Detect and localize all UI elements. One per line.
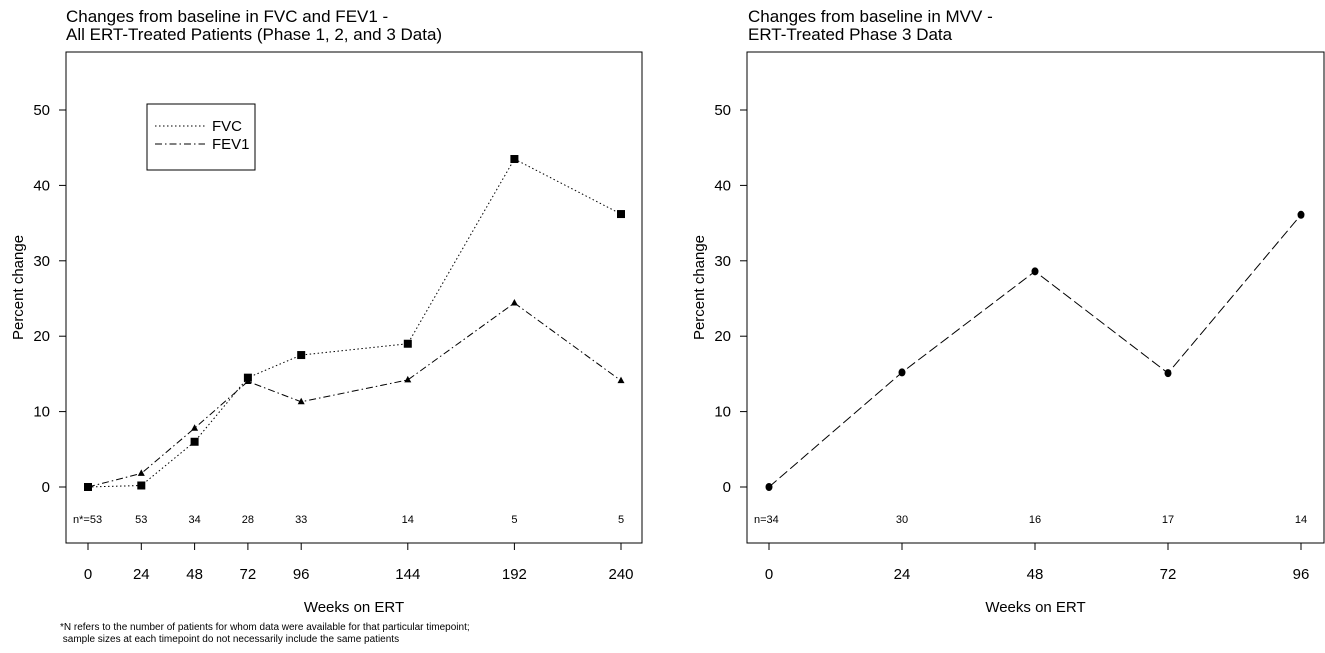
- chart2-x-tick-label: 24: [894, 566, 911, 583]
- chart2-y-tick-label: 40: [714, 177, 731, 194]
- chart1-x-tick-label: 24: [133, 566, 150, 583]
- chart1-x-tick-label: 0: [84, 566, 92, 583]
- chart1-n-label: 14: [402, 514, 414, 526]
- chart1-plot-frame: [65, 51, 643, 544]
- chart1-n-label: 53: [135, 514, 147, 526]
- chart2-n-label: 30: [896, 514, 908, 526]
- chart1-y-tick-label: 20: [33, 328, 50, 345]
- chart1-n-label: n*=53: [73, 514, 102, 526]
- chart1-y-tick-label: 50: [33, 102, 50, 119]
- chart1-y-tick-label: 0: [42, 479, 50, 496]
- chart2-x-tick-label: 72: [1160, 566, 1177, 583]
- chart1-x-axis-label: Weeks on ERT: [304, 599, 404, 616]
- chart2-y-tick-label: 50: [714, 102, 731, 119]
- chart2-n-label: 14: [1295, 514, 1307, 526]
- chart2-series-line: [768, 214, 1302, 488]
- chart2-title: Changes from baseline in MVV -: [748, 7, 993, 26]
- chart1-x-tick-label: 72: [240, 566, 257, 583]
- chart2-data-point-circle: [765, 483, 773, 491]
- chart1-legend-box: [146, 103, 256, 171]
- chart2-n-label: 17: [1162, 514, 1174, 526]
- chart2-data-point-circle: [1164, 369, 1172, 378]
- chart2-y-tick-label: 0: [723, 479, 731, 496]
- chart1-x-tick-label: 192: [502, 566, 527, 583]
- chart2-y-tick-label: 10: [714, 404, 731, 421]
- chart1-data-point-triangle: [84, 483, 92, 490]
- chart1-n-label: 34: [188, 514, 200, 526]
- chart1-legend-label: FEV1: [212, 136, 250, 153]
- chart2-x-tick-label: 0: [765, 566, 773, 583]
- chart1-n-label: 28: [242, 514, 254, 526]
- chart2-y-axis-label: Percent change: [691, 235, 708, 340]
- chart2-data-point-circle: [1297, 210, 1305, 219]
- chart1-data-point-triangle: [137, 469, 145, 476]
- chart1-data-point-triangle: [191, 424, 199, 431]
- chart2-n-label: n=34: [754, 514, 779, 526]
- chart2-x-tick-label: 96: [1293, 566, 1310, 583]
- chart2-y-tick-label: 30: [714, 253, 731, 270]
- chart1-x-tick-label: 240: [608, 566, 633, 583]
- chart1-data-point-square: [297, 351, 306, 360]
- chart1-n-label: 5: [511, 514, 517, 526]
- chart2-data-point-circle: [1031, 267, 1039, 276]
- chart1-series-line: [87, 302, 622, 488]
- chart1-series-line: [87, 158, 622, 488]
- footnote-line-1: *N refers to the number of patients for …: [60, 622, 470, 633]
- chart2-y-tick-label: 20: [714, 328, 731, 345]
- chart1-data-point-triangle: [404, 375, 412, 383]
- chart1-n-label: 5: [618, 514, 624, 526]
- chart1-data-point-square: [190, 437, 199, 446]
- chart2-data-point-circle: [898, 368, 906, 377]
- chart1-title: Changes from baseline in FVC and FEV1 -: [66, 7, 389, 26]
- chart1-data-point-square: [617, 210, 625, 219]
- chart1-y-tick-label: 10: [33, 404, 50, 421]
- chart2-n-label: 16: [1029, 514, 1041, 526]
- chart2-subtitle: ERT-Treated Phase 3 Data: [748, 25, 953, 44]
- chart1-data-point-square: [137, 481, 146, 490]
- chart1-x-tick-label: 96: [293, 566, 310, 583]
- chart2-plot-frame: [746, 51, 1325, 544]
- chart2-x-tick-label: 48: [1027, 566, 1044, 583]
- footnote: *N refers to the number of patients for …: [60, 622, 470, 646]
- chart1-subtitle: All ERT-Treated Patients (Phase 1, 2, an…: [66, 25, 443, 44]
- chart1-data-point-square: [403, 339, 412, 348]
- chart1-data-point-triangle: [297, 397, 305, 405]
- chart1-y-axis-label: Percent change: [10, 235, 27, 340]
- chart1-n-label: 33: [295, 514, 307, 526]
- chart1-x-tick-label: 144: [395, 566, 420, 583]
- chart1-y-tick-label: 40: [33, 177, 50, 194]
- chart1-legend-label: FVC: [212, 118, 242, 135]
- chart1-data-point-triangle: [244, 377, 252, 384]
- footnote-line-2: sample sizes at each timepoint do not ne…: [60, 634, 400, 645]
- chart1-data-point-triangle: [510, 299, 518, 306]
- chart1-data-point-square: [510, 155, 519, 164]
- chart1-data-point-triangle: [617, 376, 625, 384]
- chart2-x-axis-label: Weeks on ERT: [985, 599, 1085, 616]
- chart1-y-tick-label: 30: [33, 253, 50, 270]
- chart1-x-tick-label: 48: [186, 566, 203, 583]
